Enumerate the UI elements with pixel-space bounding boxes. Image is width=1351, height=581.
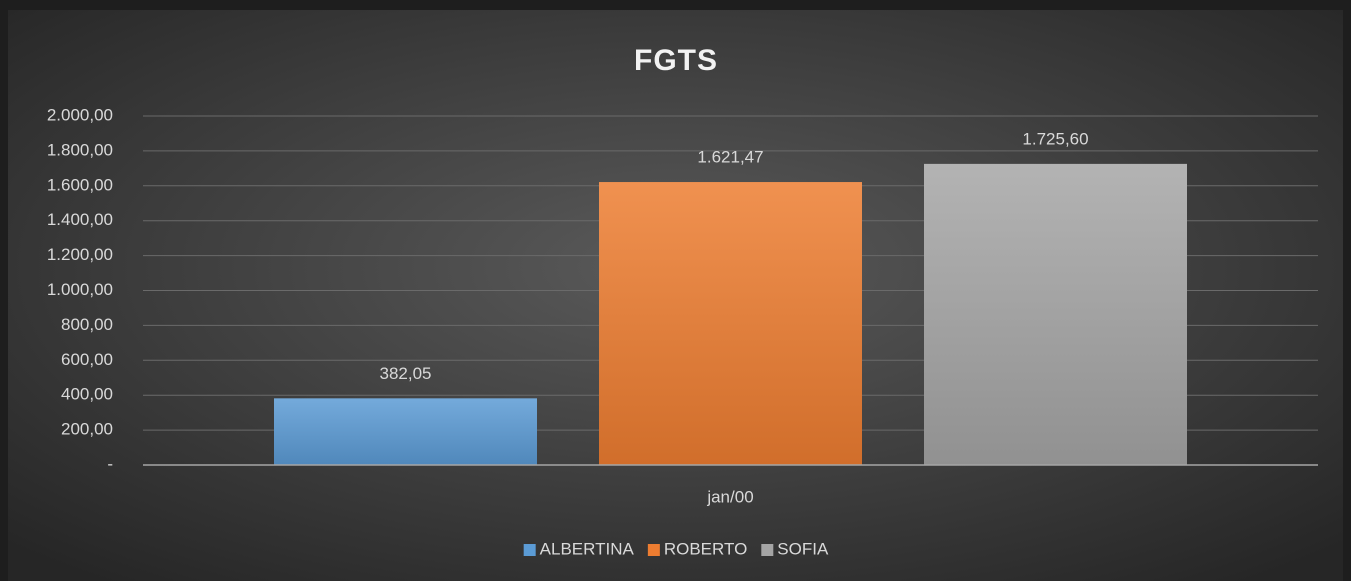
legend-label: SOFIA xyxy=(777,539,829,558)
legend-label: ALBERTINA xyxy=(540,539,635,558)
y-tick-label: 1.800,00 xyxy=(47,140,113,159)
x-tick-label: jan/00 xyxy=(706,487,753,506)
legend-swatch xyxy=(523,544,536,556)
legend-swatch xyxy=(647,544,660,556)
data-label: 1.621,47 xyxy=(697,148,763,167)
bar xyxy=(599,182,862,466)
y-tick-label: 1.000,00 xyxy=(47,280,113,299)
legend-label: ROBERTO xyxy=(664,539,747,558)
y-tick-label: - xyxy=(107,454,113,473)
data-label: 382,05 xyxy=(380,364,432,383)
y-tick-label: 200,00 xyxy=(61,420,113,439)
data-label: 1.725,60 xyxy=(1022,129,1088,148)
y-tick-label: 2.000,00 xyxy=(47,105,113,124)
chart-title: FGTS xyxy=(634,44,718,77)
y-tick-label: 1.600,00 xyxy=(47,175,113,194)
legend-swatch xyxy=(761,544,774,556)
y-tick-label: 1.200,00 xyxy=(47,245,113,264)
bar xyxy=(924,163,1187,465)
bar xyxy=(274,398,537,465)
y-tick-label: 800,00 xyxy=(61,315,113,334)
y-tick-label: 600,00 xyxy=(61,350,113,369)
y-tick-label: 1.400,00 xyxy=(47,210,113,229)
y-tick-label: 400,00 xyxy=(61,385,113,404)
